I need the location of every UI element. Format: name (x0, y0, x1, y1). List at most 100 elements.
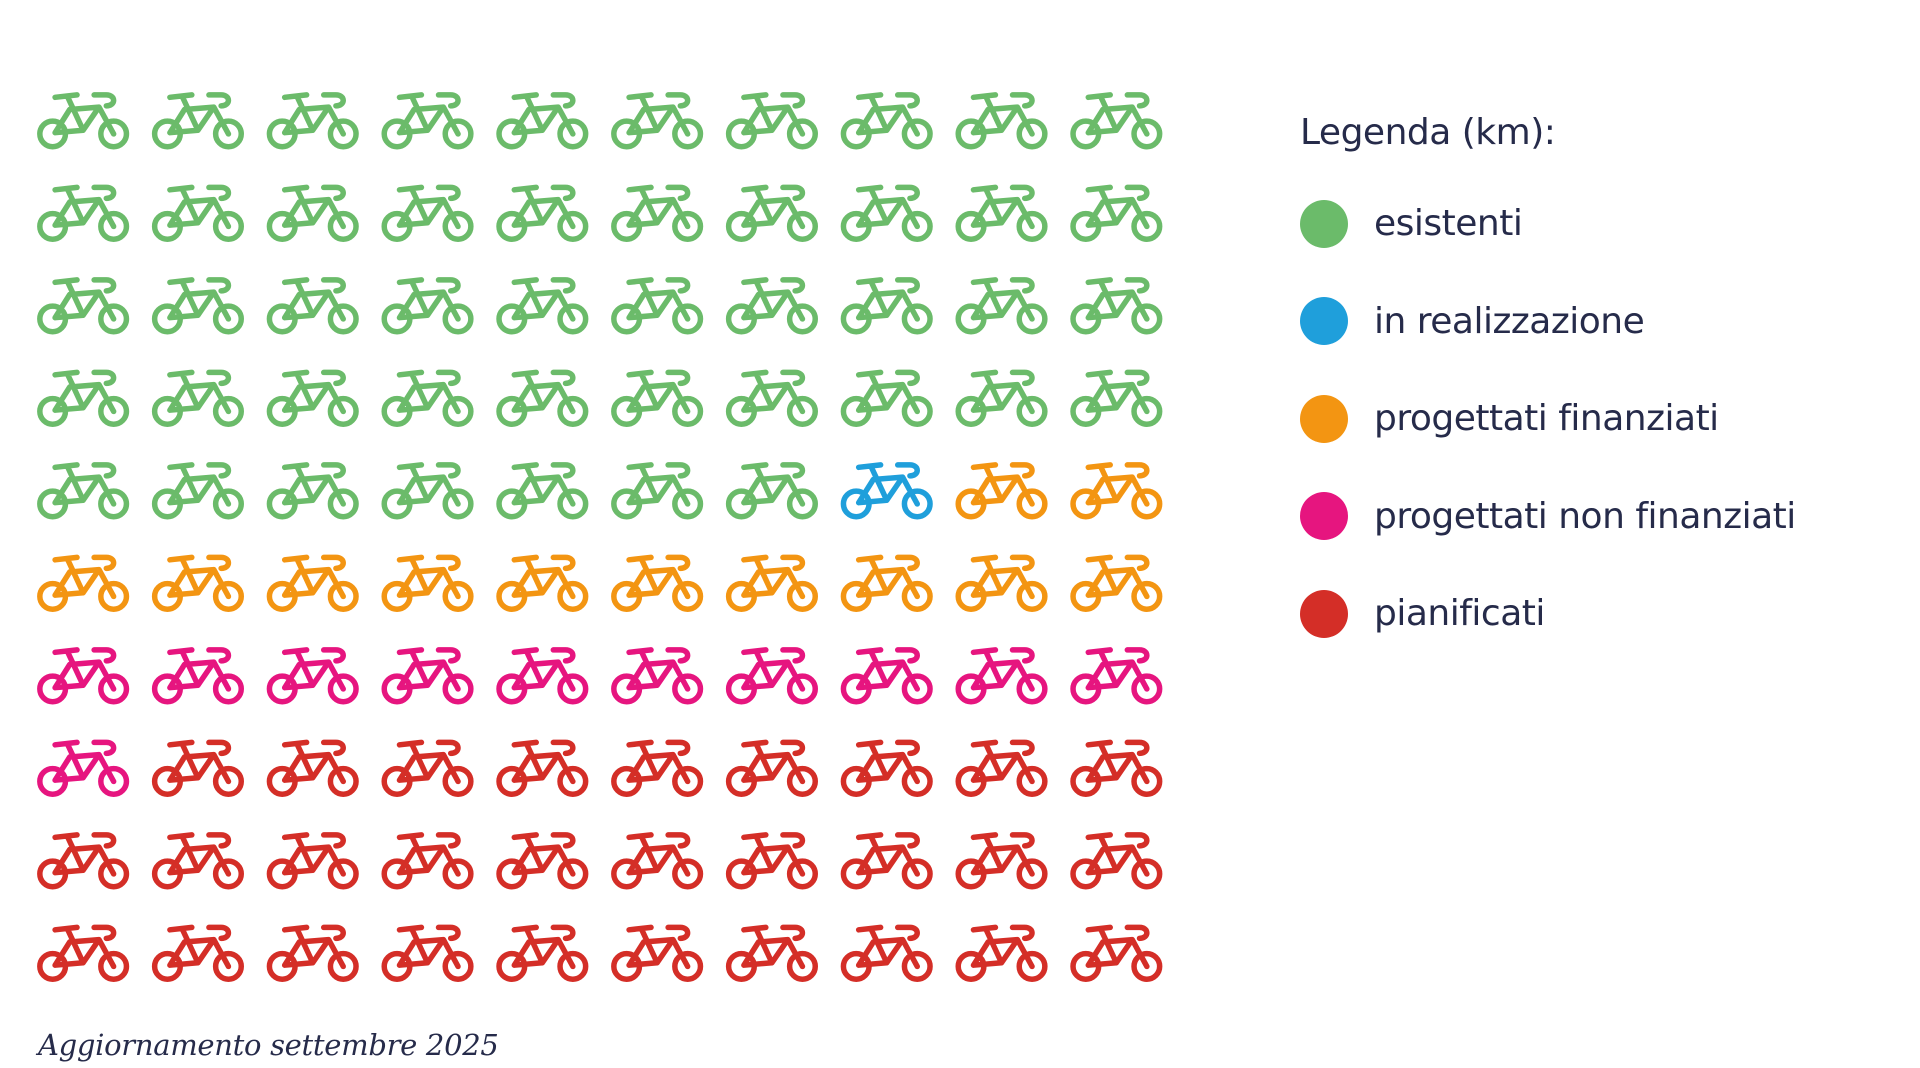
bicycle-wheel (212, 858, 244, 890)
legend-label: esistenti (1374, 203, 1523, 245)
bicycle-frame (167, 924, 232, 970)
bicycle-icon (611, 832, 704, 890)
bicycle-icon (496, 924, 589, 982)
bicycle-wheel (442, 395, 474, 427)
bicycle-icon (266, 277, 359, 335)
bicycle-icon (496, 739, 589, 797)
bicycle-icon (37, 92, 130, 150)
bicycle-icon (37, 554, 130, 612)
bicycle-icon (955, 924, 1048, 982)
bicycle-wheel (1131, 765, 1163, 797)
bicycle-wheel (442, 118, 474, 150)
bicycle-frame (511, 739, 576, 785)
legend-item: progettati finanziati (1300, 370, 1796, 468)
bicycle-wheel (327, 580, 359, 612)
bicycle-icon (1070, 184, 1163, 242)
bicycle-wheel (212, 303, 244, 335)
bicycle-wheel (1016, 765, 1048, 797)
bicycle-frame (167, 647, 232, 692)
bicycle-frame (970, 462, 1035, 507)
bicycle-waffle-grid (37, 92, 1163, 982)
legend-item: esistenti (1300, 175, 1796, 273)
bicycle-frame (167, 832, 232, 877)
bicycle-wheel (98, 118, 130, 150)
bicycle-wheel (1016, 303, 1048, 335)
bicycle-wheel (901, 950, 933, 982)
bicycle-icon (1070, 277, 1163, 335)
bicycle-wheel (786, 303, 818, 335)
bicycle-frame (855, 462, 920, 507)
bicycle-icon (1070, 832, 1163, 890)
bicycle-icon (266, 832, 359, 890)
bicycle-wheel (327, 858, 359, 890)
bicycle-frame (511, 92, 576, 137)
bicycle-wheel (212, 118, 244, 150)
bicycle-icon (840, 462, 933, 520)
legend-item: pianificati (1300, 565, 1796, 663)
bicycle-wheel (557, 210, 589, 242)
bicycle-icon (496, 184, 589, 242)
bicycle-frame (281, 739, 346, 785)
bicycle-wheel (98, 673, 130, 705)
bicycle-wheel (212, 950, 244, 982)
bicycle-icon (381, 369, 474, 427)
bicycle-icon (725, 462, 818, 520)
bicycle-frame (396, 739, 461, 785)
legend-item: in realizzazione (1300, 273, 1796, 371)
bicycle-wheel (98, 858, 130, 890)
bicycle-icon (725, 184, 818, 242)
bicycle-frame (741, 554, 806, 600)
bicycle-frame (396, 924, 461, 970)
bicycle-wheel (901, 395, 933, 427)
bicycle-frame (855, 832, 920, 877)
legend-color-dot-icon (1300, 199, 1348, 248)
bicycle-icon (151, 369, 244, 427)
bicycle-frame (396, 832, 461, 877)
update-note: Aggiornamento settembre 2025 (38, 1028, 499, 1062)
bicycle-frame (511, 554, 576, 600)
bicycle-icon (381, 924, 474, 982)
bicycle-icon (496, 369, 589, 427)
bicycle-wheel (901, 580, 933, 612)
bicycle-frame (52, 369, 117, 415)
legend: Legenda (km): esistenti in realizzazione p… (1300, 112, 1796, 663)
bicycle-wheel (212, 210, 244, 242)
bicycle-icon (1070, 924, 1163, 982)
bicycle-frame (1085, 369, 1150, 415)
bicycle-frame (626, 832, 691, 877)
bicycle-icon (1070, 462, 1163, 520)
bicycle-wheel (557, 673, 589, 705)
bicycle-wheel (672, 395, 704, 427)
bicycle-icon (496, 832, 589, 890)
bicycle-icon (955, 647, 1048, 705)
bicycle-frame (741, 277, 806, 322)
bicycle-frame (167, 277, 232, 322)
bicycle-frame (1085, 277, 1150, 322)
bicycle-wheel (327, 488, 359, 520)
bicycle-wheel (327, 303, 359, 335)
bicycle-icon (840, 647, 933, 705)
bicycle-frame (741, 832, 806, 877)
bicycle-icon (840, 554, 933, 612)
legend-label: progettati finanziati (1374, 398, 1719, 440)
bicycle-icon (840, 184, 933, 242)
bicycle-frame (281, 647, 346, 692)
bicycle-icon (1070, 647, 1163, 705)
bicycle-frame (511, 369, 576, 415)
bicycle-frame (52, 92, 117, 137)
bicycle-frame (855, 369, 920, 415)
bicycle-wheel (1016, 395, 1048, 427)
bicycle-icon (955, 369, 1048, 427)
bicycle-icon (37, 739, 130, 797)
bicycle-frame (52, 647, 117, 692)
legend-color-dot-icon (1300, 394, 1348, 443)
bicycle-icon (725, 832, 818, 890)
bicycle-wheel (212, 395, 244, 427)
bicycle-icon (381, 647, 474, 705)
bicycle-wheel (672, 673, 704, 705)
bicycle-icon (725, 647, 818, 705)
bicycle-frame (970, 554, 1035, 600)
bicycle-frame (1085, 462, 1150, 507)
bicycle-icon (496, 92, 589, 150)
bicycle-icon (151, 739, 244, 797)
